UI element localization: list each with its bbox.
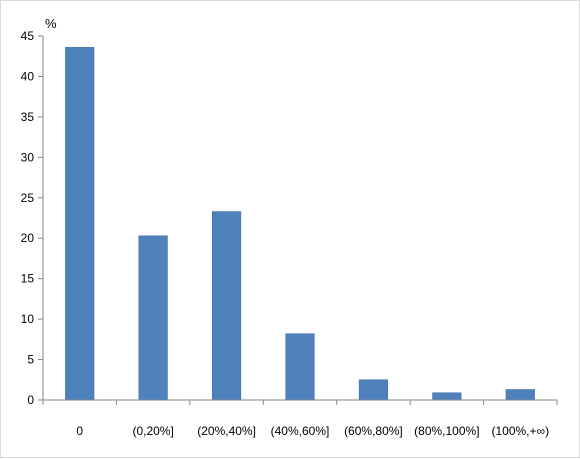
bar: [285, 333, 315, 401]
y-tick-label: 0: [27, 393, 34, 407]
x-tick-label: (80%,100%]: [414, 424, 479, 438]
y-axis-unit-label: %: [45, 16, 57, 31]
y-tick-label: 25: [21, 191, 35, 205]
bar: [505, 389, 535, 401]
y-tick-label: 5: [27, 353, 34, 367]
bar: [432, 392, 462, 401]
x-tick-label: (60%,80%]: [344, 424, 403, 438]
y-tick-label: 40: [21, 69, 35, 83]
x-tick-label: (0,20%]: [132, 424, 173, 438]
y-tick-label: 15: [21, 272, 35, 286]
y-tick-label: 35: [21, 110, 35, 124]
x-tick-label: (40%,60%]: [271, 424, 330, 438]
bar: [65, 47, 95, 401]
y-tick-label: 30: [21, 150, 35, 164]
y-tick-label: 45: [21, 29, 35, 43]
x-tick-label: (100%,+∞): [491, 424, 549, 438]
bar: [358, 379, 388, 401]
y-tick-label: 20: [21, 231, 35, 245]
bar: [138, 235, 168, 401]
x-tick-label: (20%,40%]: [197, 424, 256, 438]
bar: [212, 211, 242, 401]
x-tick-label: 0: [76, 424, 83, 438]
y-tick-label: 10: [21, 312, 35, 326]
